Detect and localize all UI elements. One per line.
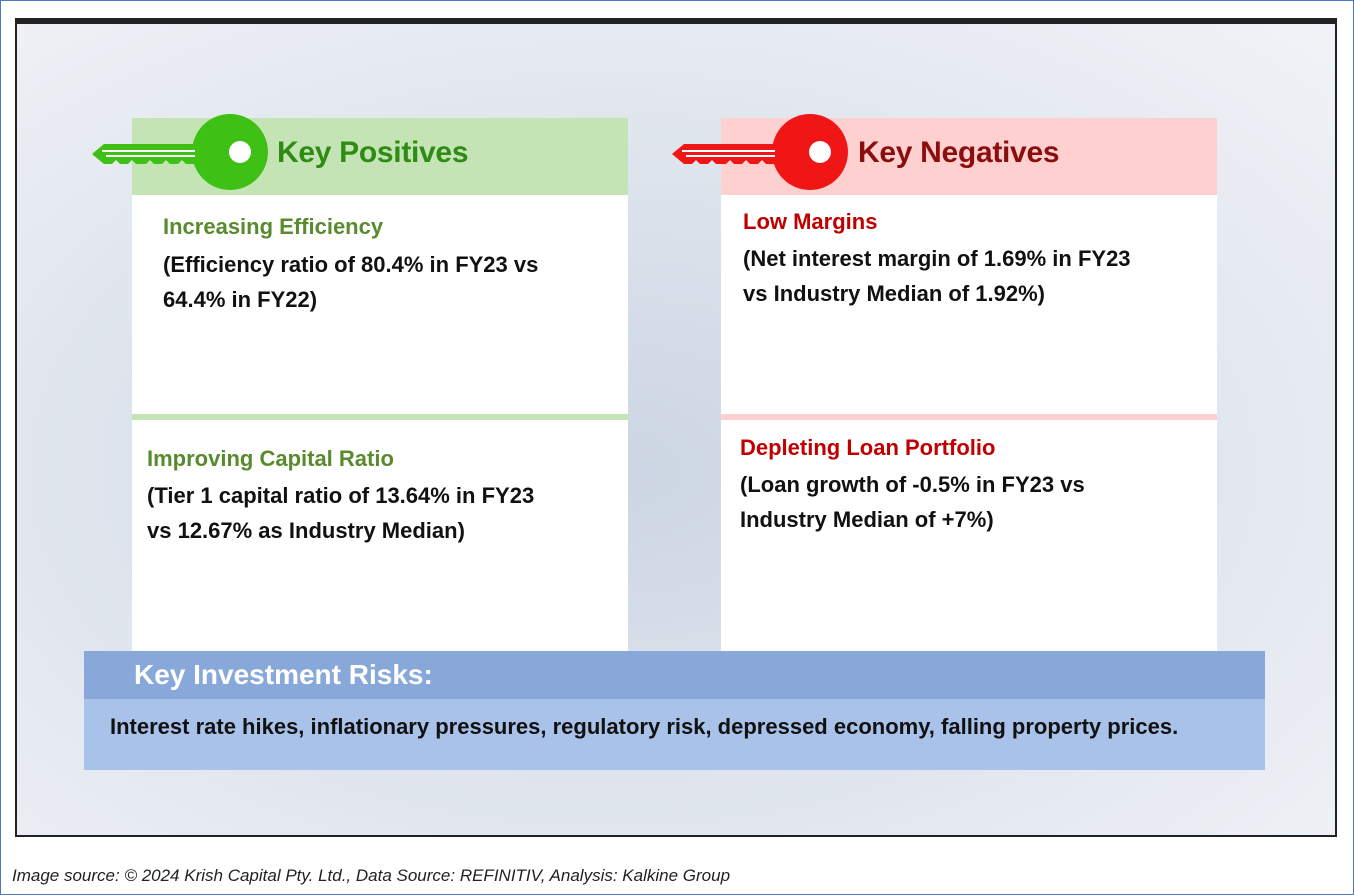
negative-item-1-line-2: vs Industry Median of 1.92%) — [743, 281, 1045, 306]
positive-item-1-line-1: (Efficiency ratio of 80.4% in FY23 vs — [163, 252, 539, 277]
positives-title: Key Positives — [277, 136, 469, 169]
green-key-icon — [92, 114, 268, 190]
positive-item-2-line-1: (Tier 1 capital ratio of 13.64% in FY23 — [147, 483, 535, 508]
positives-panel — [132, 194, 628, 651]
negatives-title: Key Negatives — [858, 136, 1060, 169]
positive-item-2-title: Improving Capital Ratio — [147, 446, 394, 471]
negative-item-1-line-1: (Net interest margin of 1.69% in FY23 — [743, 246, 1131, 271]
negative-item-2-line-2: Industry Median of +7%) — [740, 507, 994, 532]
risks-body-band — [84, 699, 1265, 770]
red-key-icon — [672, 114, 848, 190]
positives-divider — [132, 414, 628, 420]
negatives-divider — [721, 414, 1217, 420]
negatives-panel — [721, 194, 1217, 651]
negative-item-2-title: Depleting Loan Portfolio — [740, 435, 996, 460]
positive-item-1-title: Increasing Efficiency — [163, 214, 384, 239]
positive-item-1-line-2: 64.4% in FY22) — [163, 287, 318, 312]
risks-text: Interest rate hikes, inflationary pressu… — [110, 714, 1179, 739]
negative-item-1-title: Low Margins — [743, 209, 878, 234]
risks-title: Key Investment Risks: — [134, 659, 433, 690]
positive-item-2-line-2: vs 12.67% as Industry Median) — [147, 518, 465, 543]
risks-header-band — [84, 651, 1265, 699]
image-source-caption: Image source: © 2024 Krish Capital Pty. … — [12, 866, 731, 885]
negative-item-2-line-1: (Loan growth of -0.5% in FY23 vs — [740, 472, 1085, 497]
